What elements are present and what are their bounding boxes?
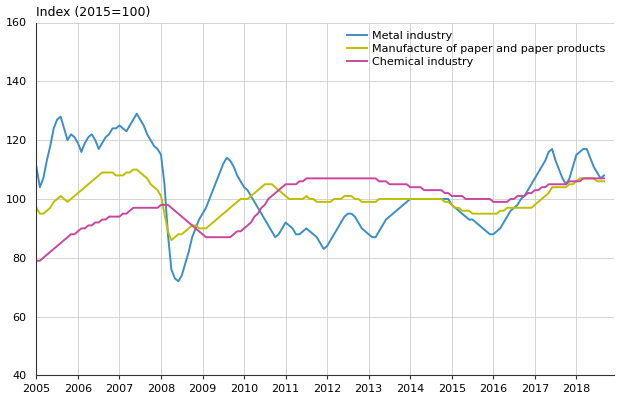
Metal industry bbox=[175, 279, 182, 284]
Line: Metal industry: Metal industry bbox=[37, 114, 604, 281]
Manufacture of paper and paper products bbox=[167, 238, 175, 242]
Chemical industry bbox=[99, 217, 106, 222]
Manufacture of paper and paper products bbox=[600, 179, 608, 184]
Metal industry bbox=[479, 226, 487, 231]
Metal industry bbox=[600, 173, 608, 178]
Chemical industry bbox=[476, 196, 483, 201]
Chemical industry bbox=[88, 223, 95, 228]
Chemical industry bbox=[303, 176, 310, 181]
Chemical industry bbox=[600, 176, 608, 181]
Manufacture of paper and paper products bbox=[130, 167, 137, 172]
Manufacture of paper and paper products bbox=[50, 200, 58, 204]
Manufacture of paper and paper products bbox=[88, 179, 95, 184]
Chemical industry bbox=[50, 246, 58, 251]
Manufacture of paper and paper products bbox=[479, 211, 487, 216]
Chemical industry bbox=[420, 188, 428, 192]
Metal industry bbox=[50, 126, 58, 131]
Metal industry bbox=[33, 164, 40, 169]
Metal industry bbox=[247, 194, 255, 198]
Chemical industry bbox=[33, 258, 40, 263]
Metal industry bbox=[424, 196, 432, 201]
Manufacture of paper and paper products bbox=[33, 205, 40, 210]
Manufacture of paper and paper products bbox=[247, 194, 255, 198]
Manufacture of paper and paper products bbox=[99, 170, 106, 175]
Chemical industry bbox=[241, 226, 248, 231]
Legend: Metal industry, Manufacture of paper and paper products, Chemical industry: Metal industry, Manufacture of paper and… bbox=[343, 28, 609, 70]
Line: Chemical industry: Chemical industry bbox=[37, 178, 604, 261]
Metal industry bbox=[99, 141, 106, 146]
Metal industry bbox=[133, 111, 141, 116]
Text: Index (2015=100): Index (2015=100) bbox=[37, 6, 151, 18]
Line: Manufacture of paper and paper products: Manufacture of paper and paper products bbox=[37, 170, 604, 240]
Manufacture of paper and paper products bbox=[424, 196, 432, 201]
Metal industry bbox=[88, 132, 95, 137]
